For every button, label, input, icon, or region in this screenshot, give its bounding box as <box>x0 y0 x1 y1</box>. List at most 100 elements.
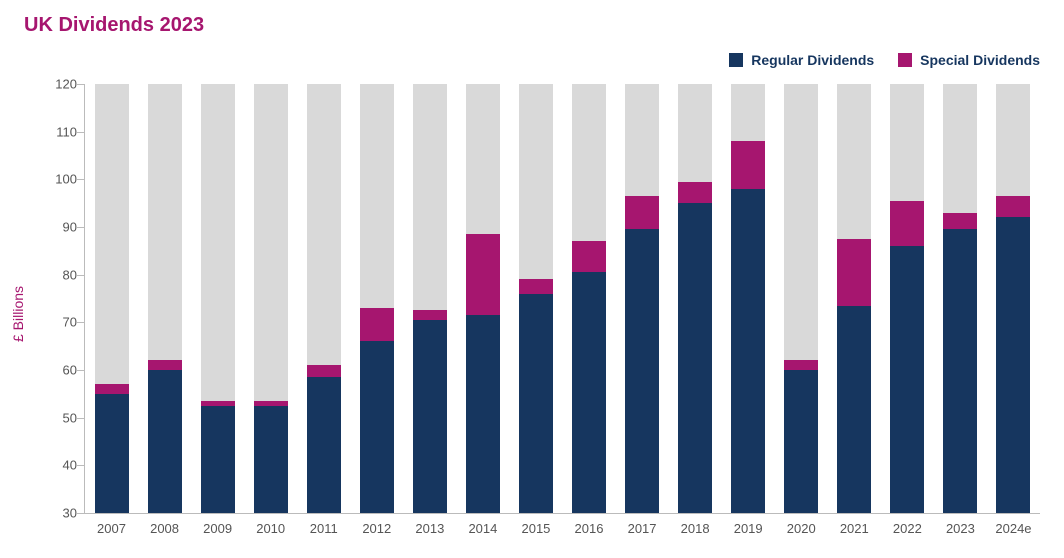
bar-slot: 2015 <box>519 84 553 513</box>
y-tick-label: 40 <box>37 458 77 473</box>
bar-segment <box>572 272 606 513</box>
x-tick-label: 2019 <box>734 521 763 536</box>
bar-segment <box>996 217 1030 513</box>
bar-slot: 2023 <box>943 84 977 513</box>
y-tick-label: 110 <box>37 124 77 139</box>
bar-slot: 2018 <box>678 84 712 513</box>
bar-segment <box>148 370 182 513</box>
x-tick-label: 2009 <box>203 521 232 536</box>
bar-slot: 2007 <box>95 84 129 513</box>
bar-segment <box>360 341 394 513</box>
bar-segment <box>731 141 765 189</box>
bar-slot: 2009 <box>201 84 235 513</box>
bar-segment <box>837 239 871 306</box>
y-tick <box>77 179 85 180</box>
bar-segment <box>519 294 553 513</box>
bar-segment <box>201 401 235 406</box>
bar-segment <box>784 370 818 513</box>
x-tick-label: 2010 <box>256 521 285 536</box>
y-tick <box>77 513 85 514</box>
x-tick-label: 2008 <box>150 521 179 536</box>
chart-title: UK Dividends 2023 <box>24 14 204 37</box>
plot-area: 2007200820092010201120122013201420152016… <box>84 84 1040 514</box>
x-tick-label: 2023 <box>946 521 975 536</box>
bar-segment <box>784 360 818 370</box>
bars-container: 2007200820092010201120122013201420152016… <box>85 84 1040 513</box>
x-tick-label: 2020 <box>787 521 816 536</box>
bar-segment <box>360 308 394 341</box>
bar-segment <box>254 406 288 513</box>
bar-segment <box>890 201 924 246</box>
bar-segment <box>625 196 659 229</box>
legend-swatch <box>898 53 912 67</box>
bar-segment <box>466 234 500 315</box>
x-tick-label: 2015 <box>521 521 550 536</box>
bar-slot: 2021 <box>837 84 871 513</box>
bar-segment <box>625 229 659 513</box>
bar-segment <box>201 406 235 513</box>
y-tick <box>77 418 85 419</box>
bar-segment <box>943 213 977 230</box>
y-tick <box>77 370 85 371</box>
x-tick-label: 2007 <box>97 521 126 536</box>
y-tick-label: 50 <box>37 410 77 425</box>
x-tick-label: 2024e <box>995 521 1031 536</box>
y-tick-label: 70 <box>37 315 77 330</box>
bar-segment <box>519 279 553 293</box>
bar-slot: 2008 <box>148 84 182 513</box>
y-tick-label: 80 <box>37 267 77 282</box>
y-tick-label: 100 <box>37 172 77 187</box>
bar-slot: 2013 <box>413 84 447 513</box>
x-tick-label: 2022 <box>893 521 922 536</box>
bar-segment <box>95 394 129 513</box>
legend-item: Special Dividends <box>898 52 1040 68</box>
bar-segment <box>254 401 288 406</box>
chart-area: £ Billions 20072008200920102011201220132… <box>24 84 1040 544</box>
bar-segment <box>413 320 447 513</box>
y-tick-label: 60 <box>37 362 77 377</box>
x-tick-label: 2018 <box>681 521 710 536</box>
bar-slot: 2012 <box>360 84 394 513</box>
x-tick-label: 2017 <box>628 521 657 536</box>
legend-item: Regular Dividends <box>729 52 874 68</box>
bar-slot: 2014 <box>466 84 500 513</box>
y-tick-label: 30 <box>37 506 77 521</box>
bar-segment <box>678 182 712 203</box>
y-tick <box>77 84 85 85</box>
bar-slot: 2017 <box>625 84 659 513</box>
bar-segment <box>148 360 182 370</box>
bar-slot: 2019 <box>731 84 765 513</box>
bar-segment <box>307 365 341 377</box>
x-tick-label: 2011 <box>310 521 338 536</box>
bar-slot: 2016 <box>572 84 606 513</box>
bar-segment <box>95 384 129 394</box>
bar-segment <box>413 310 447 320</box>
y-tick <box>77 132 85 133</box>
y-tick-label: 120 <box>37 77 77 92</box>
y-tick <box>77 322 85 323</box>
y-tick <box>77 465 85 466</box>
legend-label: Regular Dividends <box>751 52 874 68</box>
legend-label: Special Dividends <box>920 52 1040 68</box>
legend-swatch <box>729 53 743 67</box>
x-tick-label: 2021 <box>840 521 869 536</box>
y-tick <box>77 227 85 228</box>
bar-slot: 2024e <box>996 84 1030 513</box>
bar-segment <box>943 229 977 513</box>
bar-segment <box>731 189 765 513</box>
bar-segment <box>996 196 1030 217</box>
chart-legend: Regular Dividends Special Dividends <box>729 52 1040 68</box>
bar-segment <box>572 241 606 272</box>
bar-slot: 2010 <box>254 84 288 513</box>
x-tick-label: 2012 <box>362 521 391 536</box>
bar-slot: 2022 <box>890 84 924 513</box>
x-tick-label: 2013 <box>415 521 444 536</box>
bar-segment <box>837 306 871 513</box>
bar-segment <box>890 246 924 513</box>
bar-segment <box>307 377 341 513</box>
bar-slot: 2020 <box>784 84 818 513</box>
bar-segment <box>466 315 500 513</box>
y-axis-label: £ Billions <box>10 286 26 342</box>
bar-segment <box>678 203 712 513</box>
x-tick-label: 2016 <box>575 521 604 536</box>
